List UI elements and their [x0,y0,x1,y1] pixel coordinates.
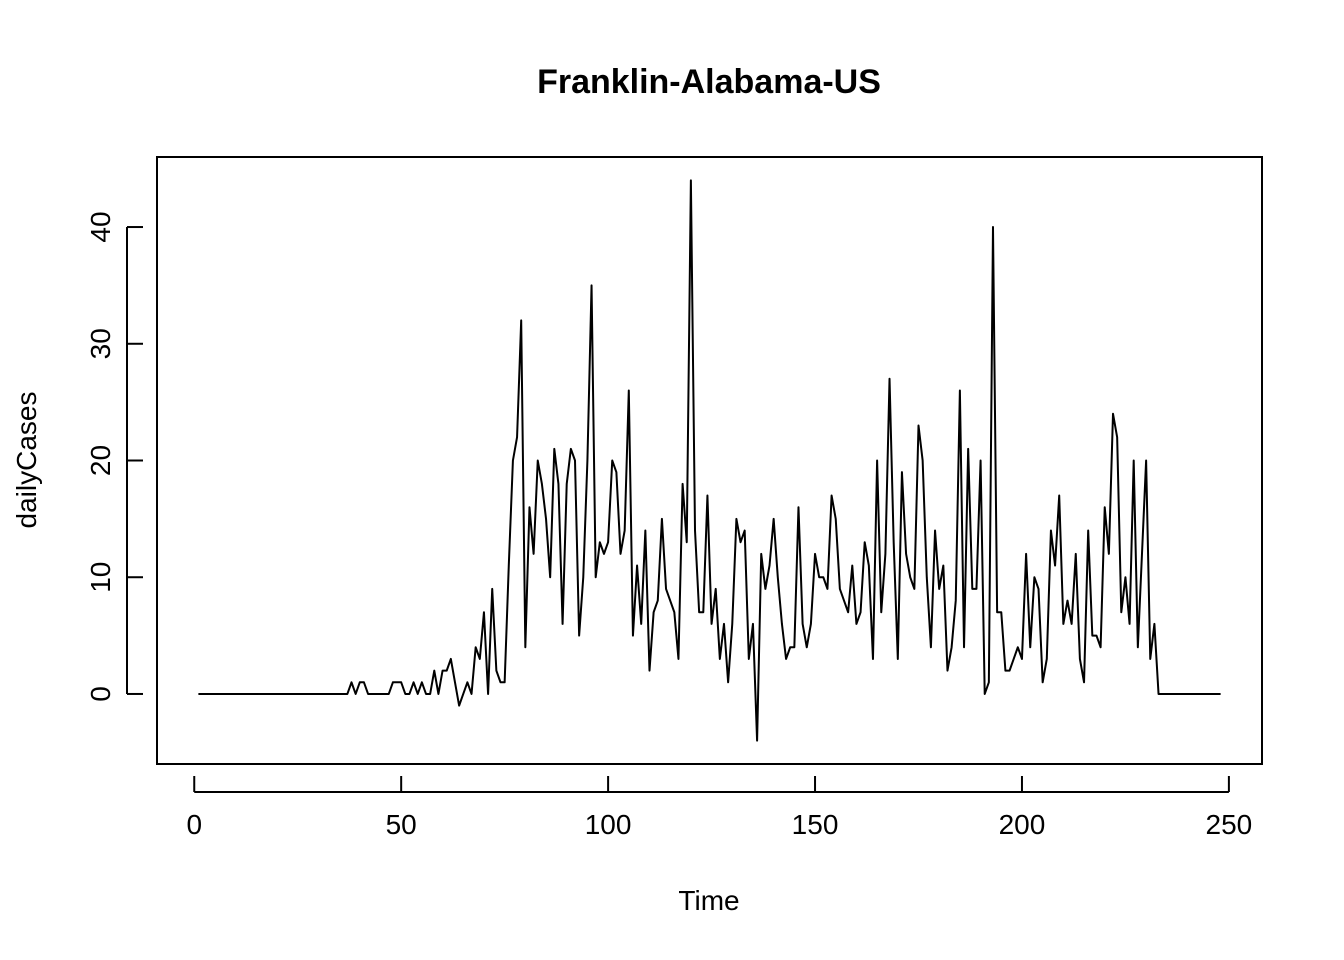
y-tick-label: 30 [85,328,116,359]
x-tick-label: 50 [386,809,417,840]
daily-cases-line [198,179,1221,742]
y-tick-label: 0 [85,686,116,702]
x-tick-label: 250 [1206,809,1253,840]
x-tick-label: 0 [186,809,202,840]
y-tick-label: 10 [85,562,116,593]
y-tick-label: 40 [85,211,116,242]
x-tick-label: 150 [792,809,839,840]
y-axis-label: dailyCases [11,392,42,529]
x-axis-label: Time [678,885,739,916]
y-tick-label: 20 [85,445,116,476]
chart-title: Franklin-Alabama-US [537,63,881,101]
x-tick-label: 200 [999,809,1046,840]
x-tick-label: 100 [585,809,632,840]
y-axis: 0 10 20 30 40 [85,211,143,702]
x-axis: 0 50 100 150 200 250 [186,776,1252,840]
plot-frame [156,156,1263,765]
